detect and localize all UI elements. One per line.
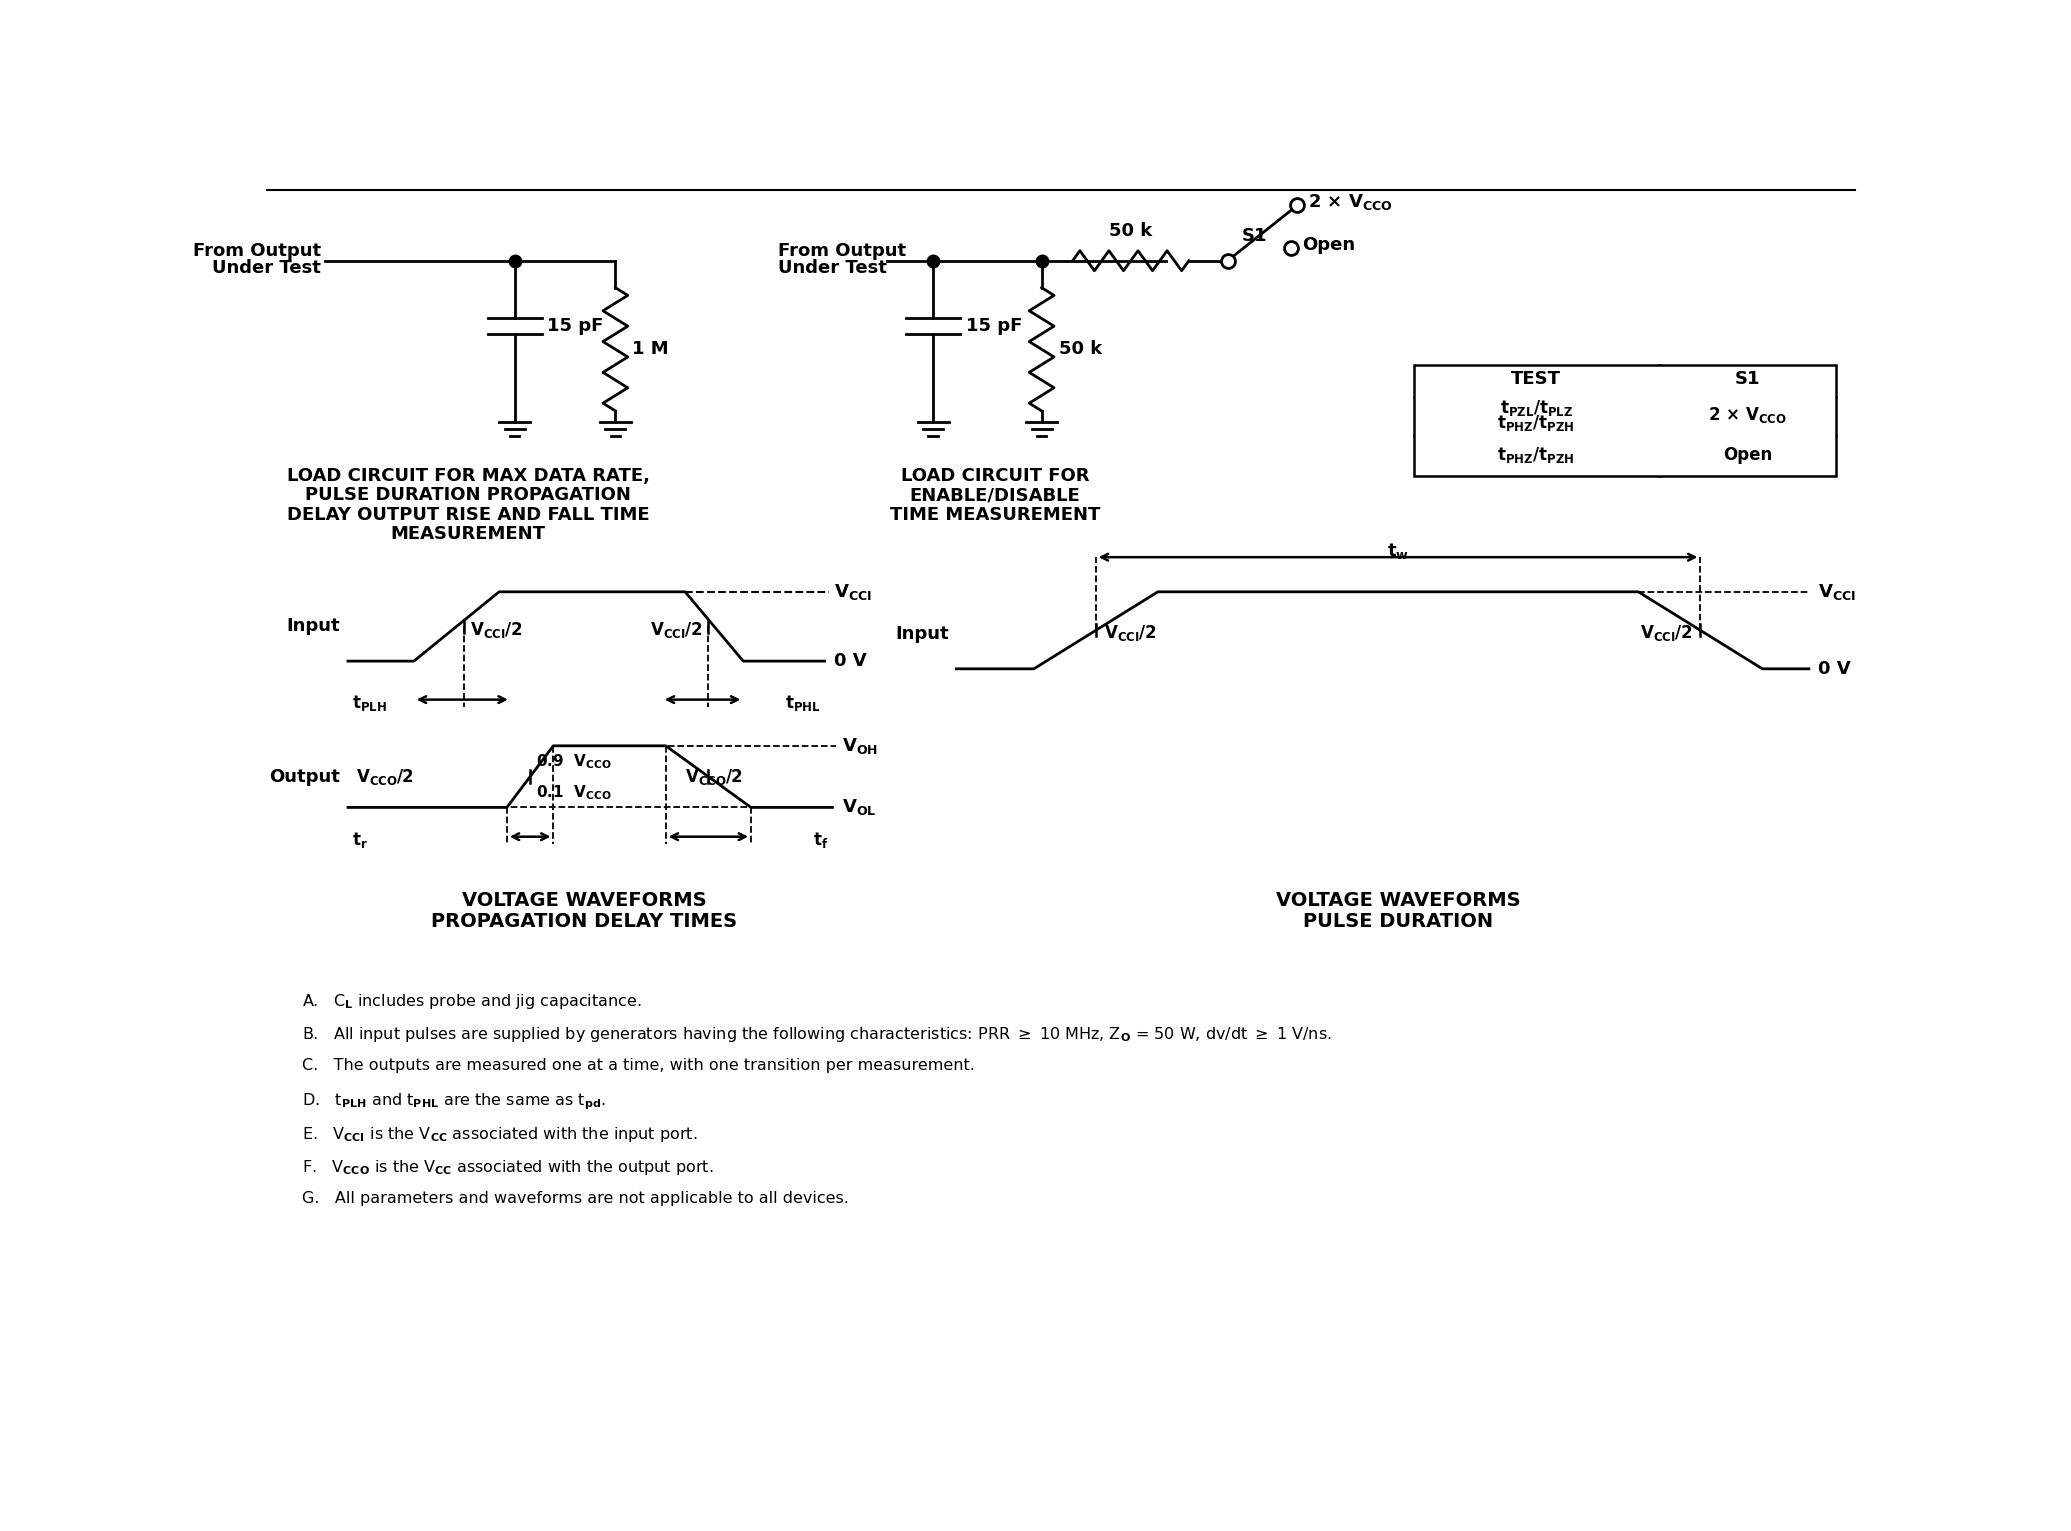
Bar [1414, 364, 1837, 476]
Text: A.   C$_\mathbf{L}$ includes probe and jig capacitance.: A. C$_\mathbf{L}$ includes probe and jig… [302, 992, 642, 1010]
Text: 15 pF: 15 pF [965, 317, 1023, 335]
Text: 0.1  V$_{\mathbf{CCO}}$: 0.1 V$_{\mathbf{CCO}}$ [536, 784, 613, 802]
Text: F.   V$_\mathbf{CCO}$ is the V$_\mathbf{CC}$ associated with the output port.: F. V$_\mathbf{CCO}$ is the V$_\mathbf{CC… [302, 1157, 712, 1177]
Text: C.   The outputs are measured one at a time, with one transition per measurement: C. The outputs are measured one at a tim… [302, 1058, 973, 1073]
Text: Open: Open [1303, 236, 1354, 254]
Text: PROPAGATION DELAY TIMES: PROPAGATION DELAY TIMES [431, 912, 737, 931]
Text: LOAD CIRCUIT FOR: LOAD CIRCUIT FOR [901, 467, 1089, 485]
Text: t$_{\mathbf{f}}$: t$_{\mathbf{f}}$ [814, 830, 828, 850]
Text: 15 pF: 15 pF [547, 317, 603, 335]
Text: 0 V: 0 V [835, 652, 866, 671]
Text: G.   All parameters and waveforms are not applicable to all devices.: G. All parameters and waveforms are not … [302, 1191, 849, 1206]
Text: 0 V: 0 V [1818, 660, 1851, 678]
Text: V$_{\mathbf{CCI}}$: V$_{\mathbf{CCI}}$ [1818, 582, 1856, 602]
Text: 0.9  V$_{\mathbf{CCO}}$: 0.9 V$_{\mathbf{CCO}}$ [536, 752, 613, 770]
Text: MEASUREMENT: MEASUREMENT [391, 525, 545, 544]
Text: V$_{\mathbf{CCO}}$/2: V$_{\mathbf{CCO}}$/2 [356, 767, 414, 787]
Text: TEST: TEST [1512, 371, 1562, 389]
Text: D.   t$_\mathbf{PLH}$ and t$_\mathbf{PHL}$ are the same as t$_\mathbf{pd}$.: D. t$_\mathbf{PLH}$ and t$_\mathbf{PHL}$… [302, 1092, 605, 1112]
Text: V$_{\mathbf{CCI}}$/2: V$_{\mathbf{CCI}}$/2 [1104, 623, 1156, 643]
Text: V$_{\mathbf{CCI}}$: V$_{\mathbf{CCI}}$ [835, 582, 872, 602]
Text: t$_{\mathbf{PHZ}}$/t$_{\mathbf{PZH}}$: t$_{\mathbf{PHZ}}$/t$_{\mathbf{PZH}}$ [1497, 413, 1574, 433]
Text: LOAD CIRCUIT FOR MAX DATA RATE,: LOAD CIRCUIT FOR MAX DATA RATE, [286, 467, 650, 485]
Text: V$_{\mathbf{CCI}}$/2: V$_{\mathbf{CCI}}$/2 [650, 620, 702, 640]
Text: t$_{\mathbf{PHL}}$: t$_{\mathbf{PHL}}$ [785, 692, 820, 713]
Text: DELAY OUTPUT RISE AND FALL TIME: DELAY OUTPUT RISE AND FALL TIME [286, 505, 650, 524]
Text: 50 k: 50 k [1058, 340, 1102, 358]
Text: E.   V$_\mathbf{CCI}$ is the V$_\mathbf{CC}$ associated with the input port.: E. V$_\mathbf{CCI}$ is the V$_\mathbf{CC… [302, 1125, 698, 1144]
Text: 2 × V$_{\mathbf{CCO}}$: 2 × V$_{\mathbf{CCO}}$ [1309, 193, 1394, 213]
Text: S1: S1 [1243, 227, 1267, 245]
Text: Output: Output [269, 767, 340, 785]
Text: From Output: From Output [193, 242, 321, 260]
Text: t$_{\mathbf{PHZ}}$/t$_{\mathbf{PZH}}$: t$_{\mathbf{PHZ}}$/t$_{\mathbf{PZH}}$ [1497, 446, 1574, 465]
Text: t$_{\mathbf{w}}$: t$_{\mathbf{w}}$ [1388, 540, 1408, 560]
Text: Open: Open [1723, 446, 1773, 464]
Text: TIME MEASUREMENT: TIME MEASUREMENT [891, 505, 1100, 524]
Text: From Output: From Output [779, 242, 907, 260]
Text: ENABLE/DISABLE: ENABLE/DISABLE [909, 487, 1081, 504]
Text: Under Test: Under Test [211, 259, 321, 277]
Text: V$_{\mathbf{CCI}}$/2: V$_{\mathbf{CCI}}$/2 [1640, 623, 1692, 643]
Text: PULSE DURATION: PULSE DURATION [1303, 912, 1493, 931]
Text: t$_{\mathbf{PLH}}$: t$_{\mathbf{PLH}}$ [352, 692, 387, 713]
Text: Under Test: Under Test [779, 259, 886, 277]
Text: t$_{\mathbf{r}}$: t$_{\mathbf{r}}$ [352, 830, 369, 850]
Text: Input: Input [286, 617, 340, 635]
Text: Input: Input [895, 625, 949, 643]
Text: 50 k: 50 k [1110, 222, 1151, 240]
Text: V$_{\mathbf{CCI}}$/2: V$_{\mathbf{CCI}}$/2 [470, 620, 524, 640]
Text: VOLTAGE WAVEFORMS: VOLTAGE WAVEFORMS [1276, 891, 1520, 909]
Text: 1 M: 1 M [632, 340, 669, 358]
Text: V$_{\mathbf{OL}}$: V$_{\mathbf{OL}}$ [841, 798, 876, 818]
Text: B.   All input pulses are supplied by generators having the following characteri: B. All input pulses are supplied by gene… [302, 1026, 1332, 1044]
Text: V$_{\mathbf{OH}}$: V$_{\mathbf{OH}}$ [841, 736, 878, 756]
Text: V$_{\mathbf{CCO}}$/2: V$_{\mathbf{CCO}}$/2 [686, 767, 743, 787]
Text: PULSE DURATION PROPAGATION: PULSE DURATION PROPAGATION [304, 487, 632, 504]
Text: VOLTAGE WAVEFORMS: VOLTAGE WAVEFORMS [462, 891, 706, 909]
Text: t$_{\mathbf{PZL}}$/t$_{\mathbf{PLZ}}$: t$_{\mathbf{PZL}}$/t$_{\mathbf{PLZ}}$ [1499, 398, 1572, 418]
Text: 2 × V$_{\mathbf{CCO}}$: 2 × V$_{\mathbf{CCO}}$ [1709, 406, 1787, 426]
Text: S1: S1 [1735, 371, 1760, 389]
